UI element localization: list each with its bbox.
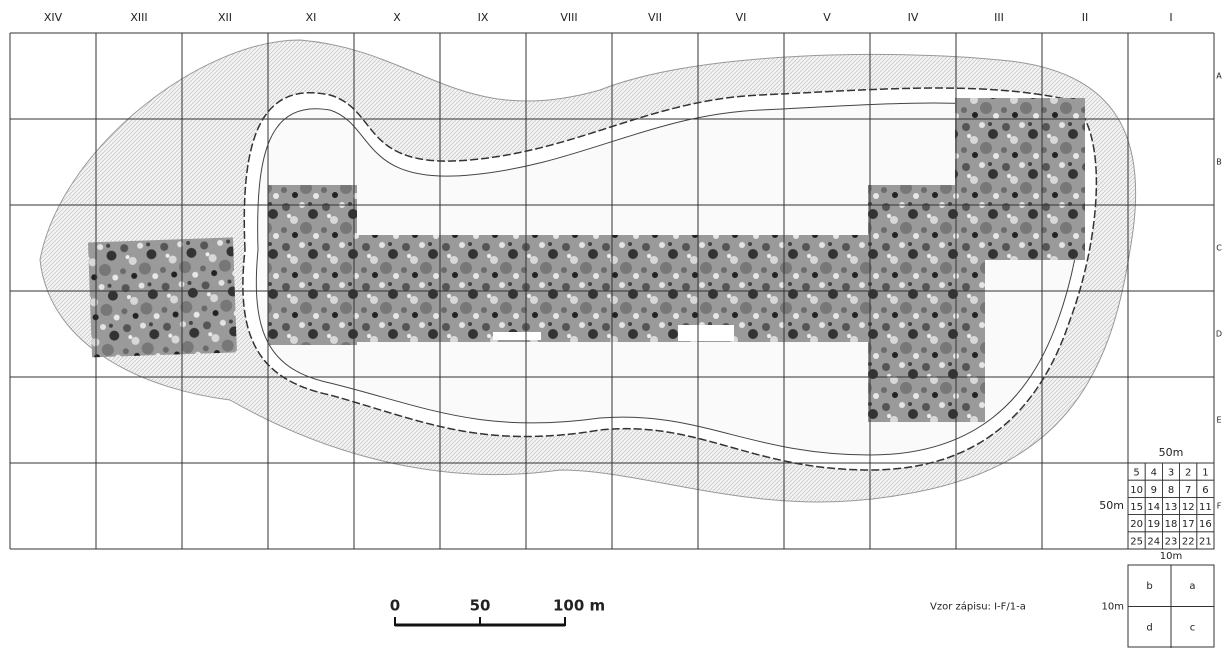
legend-left-label: 50m bbox=[1099, 499, 1124, 512]
row-label: D bbox=[1216, 330, 1222, 339]
column-label: XIII bbox=[130, 11, 147, 24]
legend-number: 24 bbox=[1147, 536, 1160, 547]
legend-number: 20 bbox=[1130, 519, 1143, 530]
legend-number: 15 bbox=[1130, 502, 1143, 513]
subgrid-left-label: 10m bbox=[1102, 602, 1124, 613]
legend-number: 10 bbox=[1130, 485, 1143, 496]
legend-number: 1 bbox=[1202, 468, 1208, 479]
scale-label: 100 m bbox=[553, 597, 605, 615]
subgrid-top-label: 10m bbox=[1160, 551, 1182, 562]
row-label: B bbox=[1216, 158, 1222, 167]
subgrid-letter: d bbox=[1146, 622, 1152, 633]
column-label: XIV bbox=[44, 11, 63, 24]
legend-number: 12 bbox=[1182, 502, 1195, 513]
legend-number: 17 bbox=[1182, 519, 1195, 530]
site-map: XIVXIIIXIIXIXIXVIIIVIIVIVIVIIIIIIABCDEF5… bbox=[0, 0, 1224, 648]
legend-number: 7 bbox=[1185, 485, 1191, 496]
row-label: C bbox=[1216, 244, 1222, 253]
legend-number: 4 bbox=[1151, 468, 1157, 479]
legend-number: 11 bbox=[1199, 502, 1212, 513]
column-label: V bbox=[823, 11, 831, 24]
legend-number: 22 bbox=[1182, 536, 1195, 547]
terrain bbox=[40, 40, 1136, 502]
legend-number: 23 bbox=[1165, 536, 1178, 547]
column-label: XI bbox=[306, 11, 317, 24]
row-label: A bbox=[1216, 72, 1222, 81]
subgrid-letter: a bbox=[1189, 581, 1195, 592]
subgrid-letter: c bbox=[1190, 622, 1196, 633]
legend-number: 5 bbox=[1133, 468, 1139, 479]
column-label: VI bbox=[736, 11, 747, 24]
legend-top-label: 50m bbox=[1159, 446, 1184, 459]
legend-number: 18 bbox=[1165, 519, 1178, 530]
column-label: II bbox=[1082, 11, 1089, 24]
legend-number: 2 bbox=[1185, 468, 1191, 479]
column-label: X bbox=[393, 11, 401, 24]
example-note: Vzor zápisu: I-F/1-a bbox=[930, 601, 1026, 613]
legend-number: 19 bbox=[1147, 519, 1160, 530]
legend-number: 14 bbox=[1147, 502, 1160, 513]
scale-label: 50 bbox=[470, 597, 491, 615]
legend-number: 21 bbox=[1199, 536, 1212, 547]
row-label: E bbox=[1216, 416, 1221, 425]
column-label: III bbox=[994, 11, 1004, 24]
legend-number: 8 bbox=[1168, 485, 1174, 496]
column-label: VIII bbox=[560, 11, 577, 24]
legend-number: 16 bbox=[1199, 519, 1212, 530]
column-label: IX bbox=[478, 11, 489, 24]
column-label: XII bbox=[218, 11, 232, 24]
legend-number: 6 bbox=[1202, 485, 1208, 496]
subgrid-letter: b bbox=[1146, 581, 1152, 592]
column-label: I bbox=[1169, 11, 1172, 24]
legend-number: 13 bbox=[1165, 502, 1178, 513]
scale-label: 0 bbox=[390, 597, 400, 615]
row-label: F bbox=[1217, 502, 1222, 511]
legend-number: 9 bbox=[1151, 485, 1157, 496]
column-label: VII bbox=[648, 11, 662, 24]
legend-number: 25 bbox=[1130, 536, 1143, 547]
legend-number: 3 bbox=[1168, 468, 1174, 479]
column-label: IV bbox=[908, 11, 919, 24]
